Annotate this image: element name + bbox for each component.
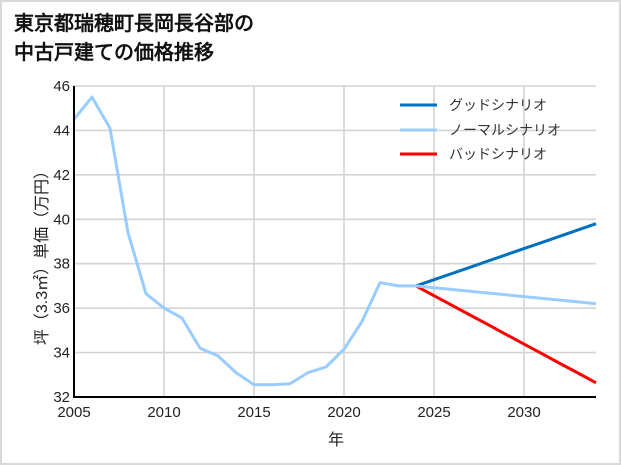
y-tick-label: 32 — [53, 389, 70, 406]
x-axis-label: 年 — [327, 432, 345, 449]
y-tick-label: 38 — [53, 256, 70, 273]
y-tick-label: 34 — [53, 345, 70, 362]
y-tick-label: 42 — [53, 167, 70, 184]
x-tick-label: 2015 — [237, 404, 270, 421]
series-line-バッドシナリオ — [415, 284, 597, 385]
series-line-グッドシナリオ — [415, 222, 597, 288]
legend-label: グッドシナリオ — [449, 97, 547, 113]
chart-title: 東京都瑞穂町長岡長谷部の 中古戸建ての価格推移 — [14, 10, 254, 68]
series-line-ノーマルシナリオ — [72, 95, 597, 387]
gridlines — [74, 85, 596, 397]
series-lines — [72, 95, 597, 387]
y-tick-label: 36 — [53, 300, 70, 317]
chart-title-line2: 中古戸建ての価格推移 — [14, 42, 214, 64]
legend-label: バッドシナリオ — [449, 146, 547, 162]
legend-item: バッドシナリオ — [400, 146, 547, 162]
x-tick-label: 2030 — [507, 404, 540, 421]
x-tick-label: 2025 — [417, 404, 450, 421]
chart-title-line1: 東京都瑞穂町長岡長谷部の — [14, 13, 254, 35]
axes — [73, 86, 596, 398]
y-tick-labels: 32 34 36 38 40 42 44 46 — [53, 78, 70, 406]
x-tick-label: 2010 — [147, 404, 180, 421]
legend-item: グッドシナリオ — [400, 97, 547, 113]
y-tick-label: 46 — [53, 78, 70, 95]
legend-item: ノーマルシナリオ — [400, 122, 561, 138]
x-tick-label: 2005 — [57, 404, 90, 421]
x-tick-labels: 2005 2010 2015 2020 2025 2030 — [57, 404, 540, 421]
y-tick-label: 44 — [53, 122, 70, 139]
y-tick-label: 40 — [53, 211, 70, 228]
y-axis-label: 坪（3.3㎡）単価（万円） — [34, 162, 51, 346]
legend-label: ノーマルシナリオ — [449, 122, 561, 138]
x-tick-label: 2020 — [327, 404, 360, 421]
